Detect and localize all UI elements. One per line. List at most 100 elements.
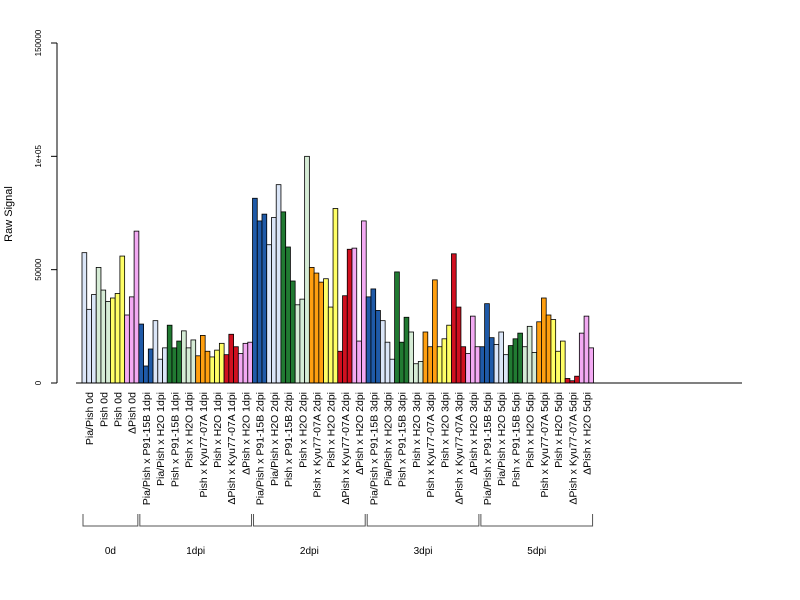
x-tick-label: Pia/Pish x P91-15B 3dpi [368,392,380,505]
bar [555,350,561,384]
bar [446,324,452,384]
bar [451,253,457,384]
bar [526,325,533,384]
bar [380,320,386,384]
bar [503,354,509,384]
x-tick-label: Pish x H2O 3dpi [439,392,451,468]
bar [351,247,358,384]
x-tick-label: Pish x Kyu77-07A 1dpi [198,392,210,498]
bar [479,346,486,384]
bar [133,230,140,384]
bar [86,308,92,384]
x-tick-label: ΔPish 0d [127,392,139,434]
bar [304,155,310,384]
x-tick-labels: Pia/Pish 0d Pish 0d Pish 0d ΔPish 0d Pia/Pis… [84,392,593,505]
bar [81,252,88,384]
x-tick-label: Pish x P91-15B 2dpi [283,392,295,487]
bar [308,266,315,384]
bar [583,315,590,384]
bar [536,321,542,384]
timepoint-bracket [82,514,139,527]
bar [432,279,438,384]
bar [252,197,258,384]
bar [413,363,419,384]
bar [119,255,126,384]
x-tick-label: Pish x H2O 1dpi [212,392,224,468]
x-tick-label: Pish 0d [98,392,110,427]
x-tick-label: ΔPish x Kyu77-07A 1dpi [226,392,238,505]
x-tick-label: ΔPish x H2O 2dpi [354,392,366,475]
y-axis-label: Raw Signal [3,186,15,242]
x-tick-label: Pia/Pish x H2O 2dpi [269,392,281,486]
bar [332,208,339,384]
x-tick-label: Pish x H2O 5dpi [553,392,565,468]
timepoint-bracket [139,514,253,527]
x-tick-label: Pish x H2O 3dpi [411,392,423,468]
bar [545,314,552,384]
bar [408,331,414,384]
bar [237,353,244,384]
timepoint-label: 5dpi [527,546,546,557]
y-tick-label: 150000 [34,29,43,56]
bar [356,340,362,384]
timepoint-bracket [480,514,594,527]
x-tick-label: ΔPish x Kyu77-07A 3dpi [454,392,466,505]
bar [261,213,268,384]
bar [124,314,130,384]
bar [522,346,528,384]
bar [389,358,396,384]
bar [550,319,557,384]
bar [223,354,230,384]
bar [375,310,381,384]
bar [427,346,433,384]
bar [384,341,391,384]
bar [204,350,211,384]
bar [560,340,566,384]
bar [394,271,400,384]
bar [275,184,282,384]
bar [403,316,410,384]
bar [190,339,197,384]
bar [346,248,353,384]
x-tick-label: Pia/Pish x P91-15B 1dpi [141,392,153,505]
x-tick-label: Pia/Pish 0d [84,392,96,445]
bar [200,334,206,384]
bar [176,340,182,384]
timepoint-label: 1dpi [186,546,205,557]
bar [228,333,234,384]
bar [256,220,263,384]
bar [578,332,585,384]
y-tick-label: 0 [34,380,43,385]
x-tick-label: ΔPish x H2O 5dpi [581,392,593,475]
bar [474,346,481,384]
x-tick-label: Pish x P91-15B 1dpi [169,392,181,487]
x-tick-label: Pia/Pish x P91-15B 2dpi [255,392,267,505]
x-tick-label: Pish x Kyu77-07A 3dpi [425,392,437,498]
bar [218,342,225,384]
bars-layer [81,155,594,384]
bar [143,365,149,384]
bar [512,338,519,384]
bar [498,331,504,384]
x-tick-label: Pish x Kyu77-07A 5dpi [539,392,551,498]
bar [422,331,429,384]
bar [91,294,97,384]
bar [285,246,291,384]
bar [313,272,320,384]
x-tick-label: Pish x H2O 2dpi [326,392,338,468]
bar [323,278,329,384]
bar [100,289,107,384]
bar [247,341,253,384]
x-tick-label: Pia/Pish x H2O 1dpi [155,392,167,486]
bar [290,280,296,384]
bar [242,342,249,384]
bar [493,344,500,384]
bar [488,337,495,384]
timepoint-label: 0d [105,546,116,557]
bar [517,332,523,384]
bar [484,303,490,384]
x-tick-label: Pish x H2O 5dpi [525,392,537,468]
x-tick-label: Pia/Pish x H2O 3dpi [383,392,395,486]
x-tick-label: ΔPish x Kyu77-07A 2dpi [340,392,352,505]
